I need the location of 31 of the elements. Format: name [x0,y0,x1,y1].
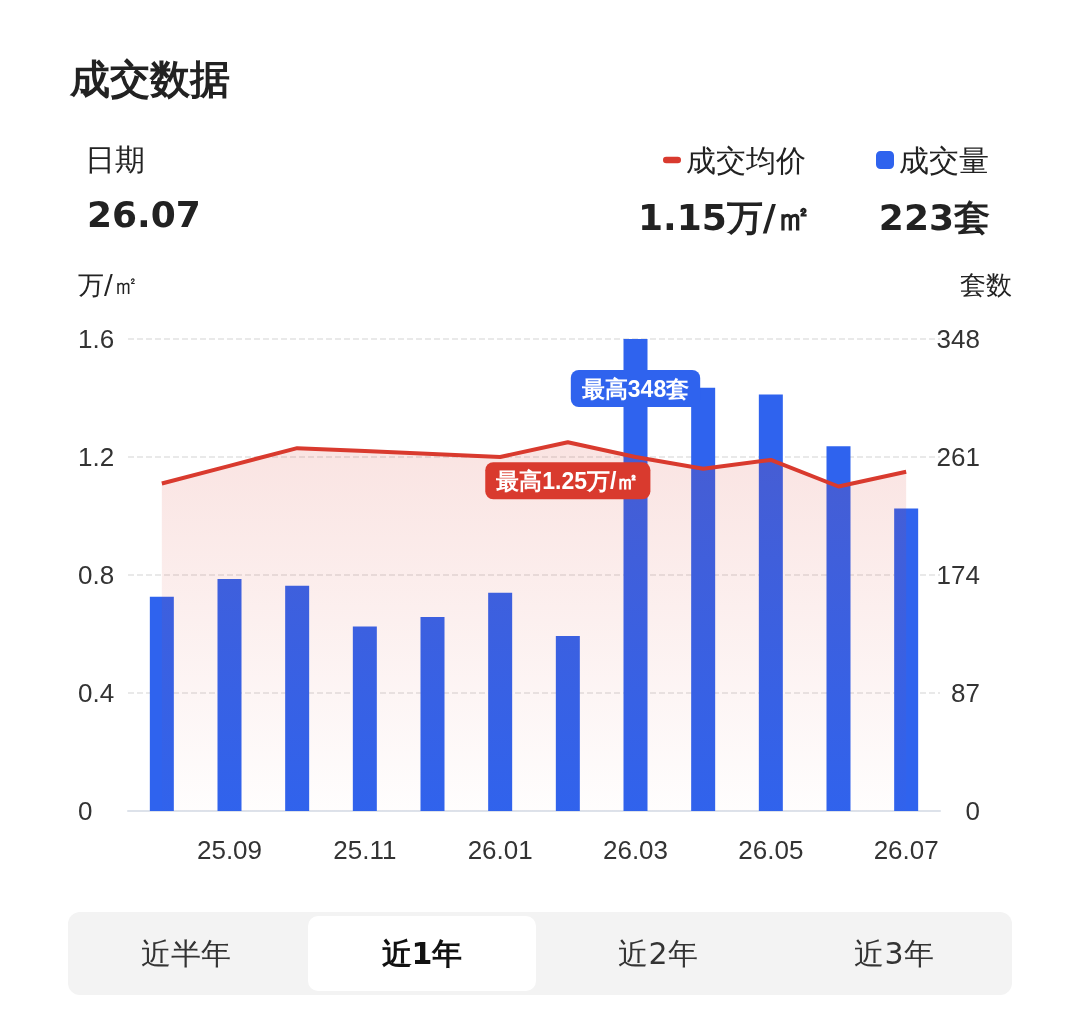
y-tick-label: 1.6 [78,324,115,354]
text: 1.15万/㎡ [638,196,812,240]
y2-axis-title: 套数 [960,269,1012,302]
annotation: 最高1.25万/㎡ [495,467,640,494]
y2-tick-label: 174 [936,560,980,590]
y-tick-label: 0 [78,796,93,826]
y2-tick-label: 261 [936,442,980,472]
text: 近半年 [140,935,232,973]
y2-tick-label: 0 [965,796,980,826]
x-tick-label: 25.11 [333,835,397,865]
legend-label: 成交量 [899,143,989,177]
x-tick-label: 25.09 [196,835,263,865]
chart-title: 成交数据 [70,55,230,104]
y2-tick-label: 87 [951,678,980,708]
y-tick-label: 0.8 [78,560,115,590]
x-tick-label: 26.03 [602,835,669,865]
y-axis-title: 万/㎡ [78,269,139,302]
text: 近3年 [853,935,935,973]
text: 日期 [85,141,145,179]
text: 近1年 [308,916,536,991]
y2-tick-label: 348 [936,324,980,354]
y-tick-label: 0.4 [78,678,115,708]
text: 26.07 [87,194,201,235]
y-tick-label: 1.2 [78,442,115,472]
legend-label: 成交均价 [686,143,806,177]
text: 近2年 [617,935,699,973]
annotation: 最高348套 [580,375,690,402]
text: 223套 [878,196,990,240]
x-tick-label: 26.05 [738,835,804,865]
x-tick-label: 26.01 [467,835,533,865]
x-tick-label: 26.07 [873,835,939,865]
